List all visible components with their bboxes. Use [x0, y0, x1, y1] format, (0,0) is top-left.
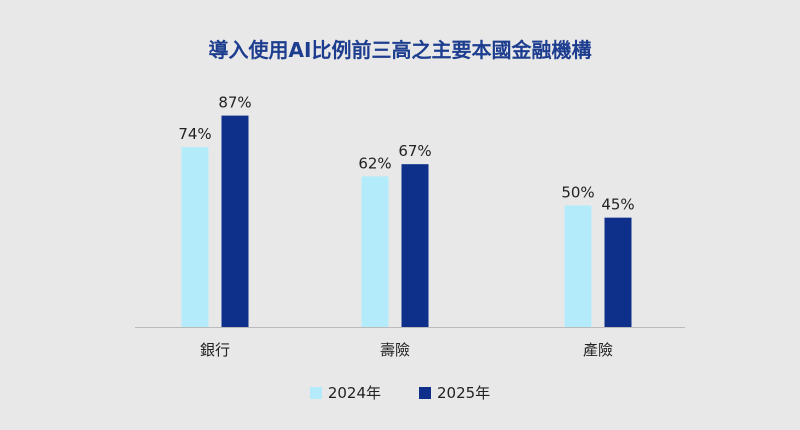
legend-label-2024: 2024年 — [327, 384, 381, 402]
bar-2025-0 — [221, 115, 249, 327]
legend-swatch-2025 — [419, 386, 431, 399]
bar-2024-2 — [564, 205, 592, 327]
bar-2024-0 — [181, 147, 209, 327]
data-label-2024-1: 62% — [358, 154, 391, 172]
bar-2025-2 — [604, 217, 632, 327]
data-label-2025-1: 67% — [398, 142, 431, 160]
bar-2025-1 — [401, 164, 429, 327]
data-label-2024-2: 50% — [561, 184, 594, 202]
legend-swatch-2024 — [309, 386, 322, 399]
chart-title: 導入使用AI比例前三高之主要本國金融機構 — [208, 38, 592, 62]
legend-label-2025: 2025年 — [437, 384, 491, 402]
data-label-2025-0: 87% — [218, 94, 251, 112]
data-label-2024-0: 74% — [178, 125, 211, 143]
data-label-2025-2: 45% — [601, 196, 634, 214]
legend-item-2024: 2024年 — [309, 382, 381, 403]
category-label-2: 產險 — [583, 341, 613, 359]
category-label-1: 壽險 — [380, 341, 410, 359]
legend-item-2025: 2025年 — [419, 382, 490, 403]
bar-2024-1 — [361, 176, 389, 327]
category-label-0: 銀行 — [200, 341, 230, 359]
legend: 2024年 2025年 — [0, 382, 800, 403]
